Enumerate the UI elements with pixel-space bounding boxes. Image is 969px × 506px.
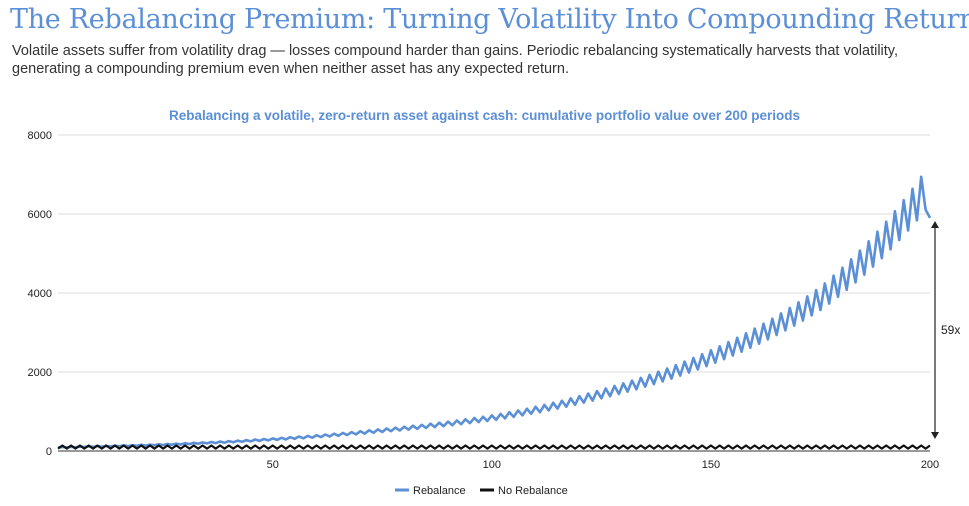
annotation-arrow-head-top	[931, 220, 939, 228]
annotation-arrow-head-bottom	[931, 432, 939, 440]
x-tick-label-100: 100	[483, 459, 501, 471]
y-axis-tick-labels: 0 2000 4000 6000 8000	[28, 130, 52, 458]
legend-label-1: No Rebalance	[498, 485, 568, 497]
y-tick-label-0: 0	[46, 446, 52, 458]
chart-title: Rebalancing a volatile, zero-return asse…	[169, 108, 800, 123]
x-tick-label-50: 50	[267, 459, 279, 471]
y-tick-label-8000: 8000	[28, 130, 52, 142]
x-tick-label-200: 200	[921, 459, 939, 471]
chart-series	[57, 175, 932, 450]
series-line-rebalance	[57, 175, 932, 449]
annotation-label: 59x	[941, 323, 960, 337]
ratio-annotation: 59x	[931, 220, 960, 440]
y-tick-label-2000: 2000	[28, 367, 52, 379]
chart-legend: Rebalance No Rebalance	[395, 485, 568, 497]
y-tick-label-4000: 4000	[28, 288, 52, 300]
series-line-no-rebalance	[57, 444, 931, 450]
page-title: The Rebalancing Premium: Turning Volatil…	[10, 4, 969, 35]
legend-label-0: Rebalance	[413, 485, 466, 497]
y-tick-label-6000: 6000	[28, 209, 52, 221]
x-tick-label-150: 150	[702, 459, 720, 471]
x-axis-tick-labels: 50 100 150 200	[267, 459, 940, 471]
page-subtitle: Volatile assets suffer from volatility d…	[12, 43, 898, 77]
chart-gridlines	[58, 134, 930, 452]
